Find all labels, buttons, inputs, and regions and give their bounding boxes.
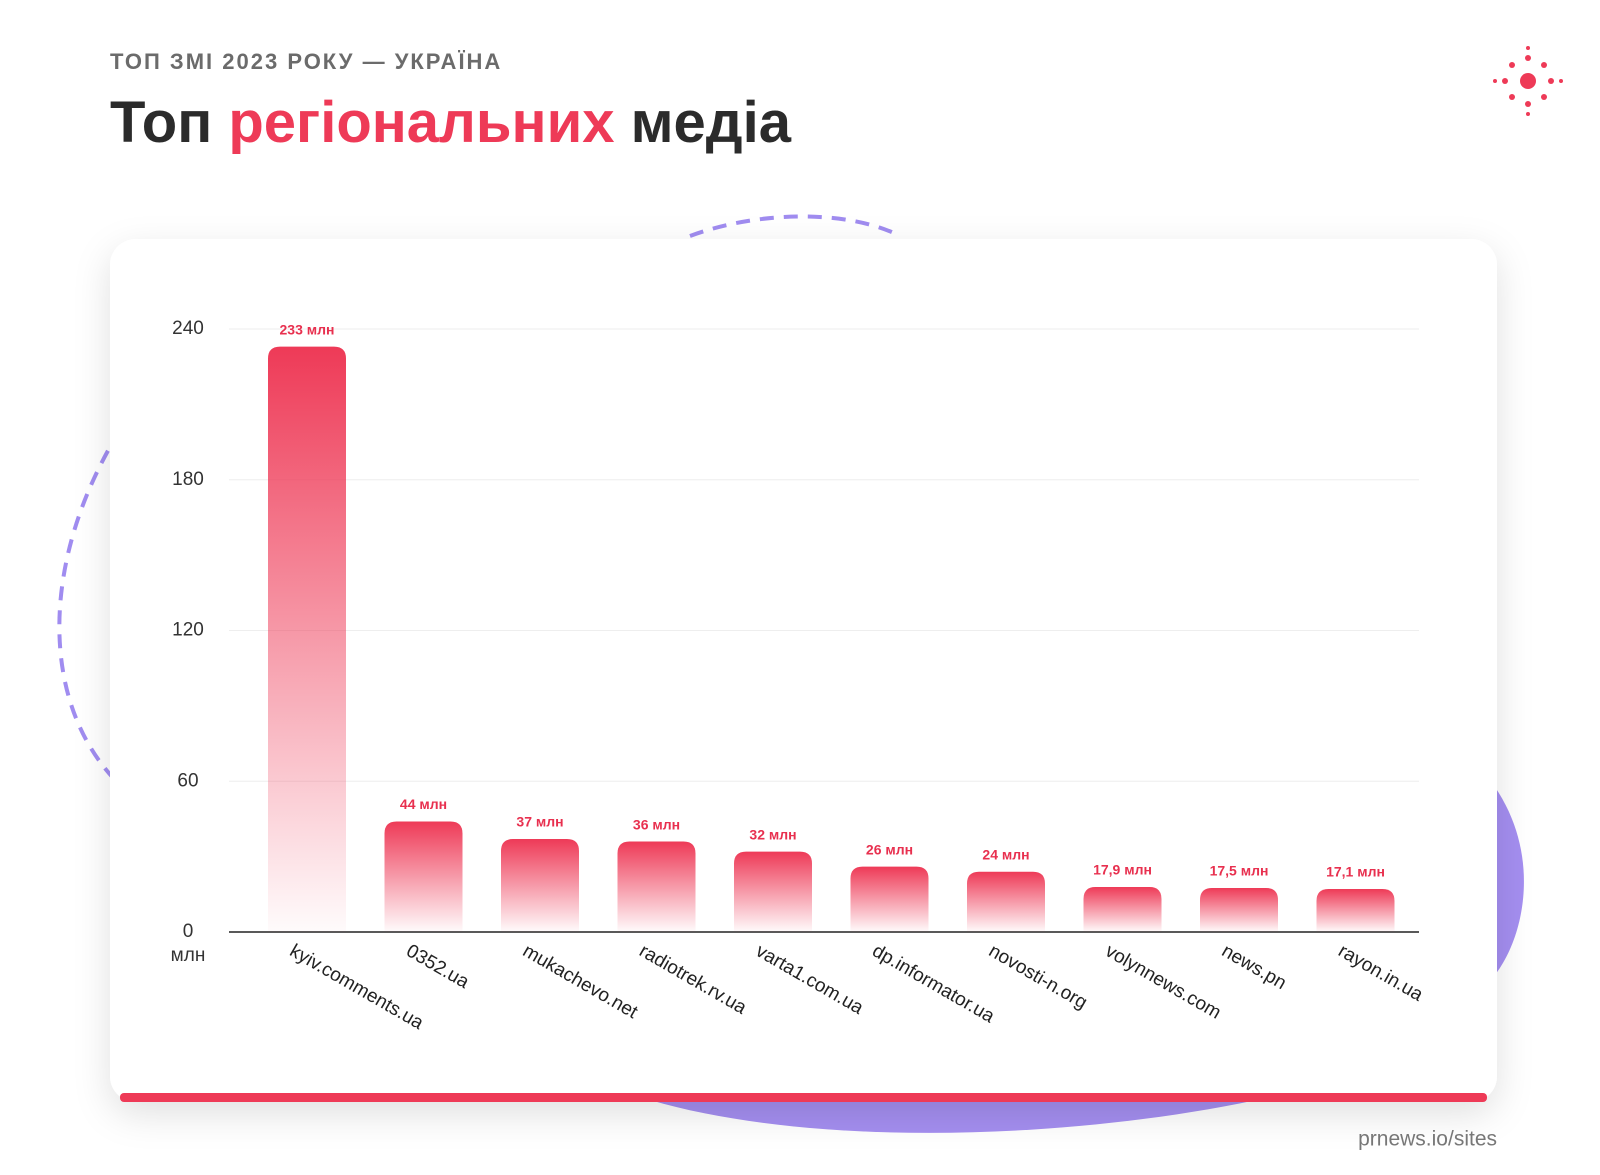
y-tick-label: 120	[172, 620, 204, 641]
bar	[850, 866, 929, 932]
title: Топ регіональних медіа	[110, 90, 792, 155]
bar	[501, 839, 579, 932]
y-tick-label: 0	[183, 921, 194, 942]
value-label: 37 млн	[516, 814, 563, 830]
decoration	[57, 428, 122, 782]
bar	[268, 346, 346, 932]
value-label: 17,5 млн	[1210, 863, 1269, 879]
bar	[967, 871, 1045, 932]
y-unit: млн	[171, 945, 206, 966]
bar	[1083, 887, 1162, 932]
value-label: 44 млн	[400, 796, 447, 812]
value-label: 24 млн	[982, 846, 1029, 862]
title-part: медіа	[631, 90, 792, 155]
y-tick-label: 240	[172, 318, 204, 339]
value-label: 36 млн	[633, 816, 680, 832]
bar	[384, 821, 463, 932]
bar	[1200, 888, 1278, 932]
value-label: 233 млн	[280, 321, 335, 337]
value-label: 32 млн	[749, 826, 796, 842]
decoration	[689, 214, 901, 238]
y-tick-label: 60	[177, 770, 198, 791]
card-accent	[120, 1093, 1487, 1102]
bar	[734, 851, 812, 932]
logo	[1493, 46, 1563, 116]
value-label: 17,1 млн	[1326, 864, 1385, 880]
y-tick-label: 180	[172, 469, 204, 490]
value-label: 26 млн	[866, 841, 913, 857]
title-highlight: регіональних	[228, 90, 614, 155]
bar	[617, 841, 696, 932]
supertitle: ТОП ЗМІ 2023 РОКУ — УКРАЇНА	[110, 49, 502, 74]
value-label: 17,9 млн	[1093, 862, 1152, 878]
title-part: Топ	[110, 90, 212, 155]
source: prnews.io/sites	[1358, 1128, 1497, 1151]
bar	[1316, 889, 1395, 932]
